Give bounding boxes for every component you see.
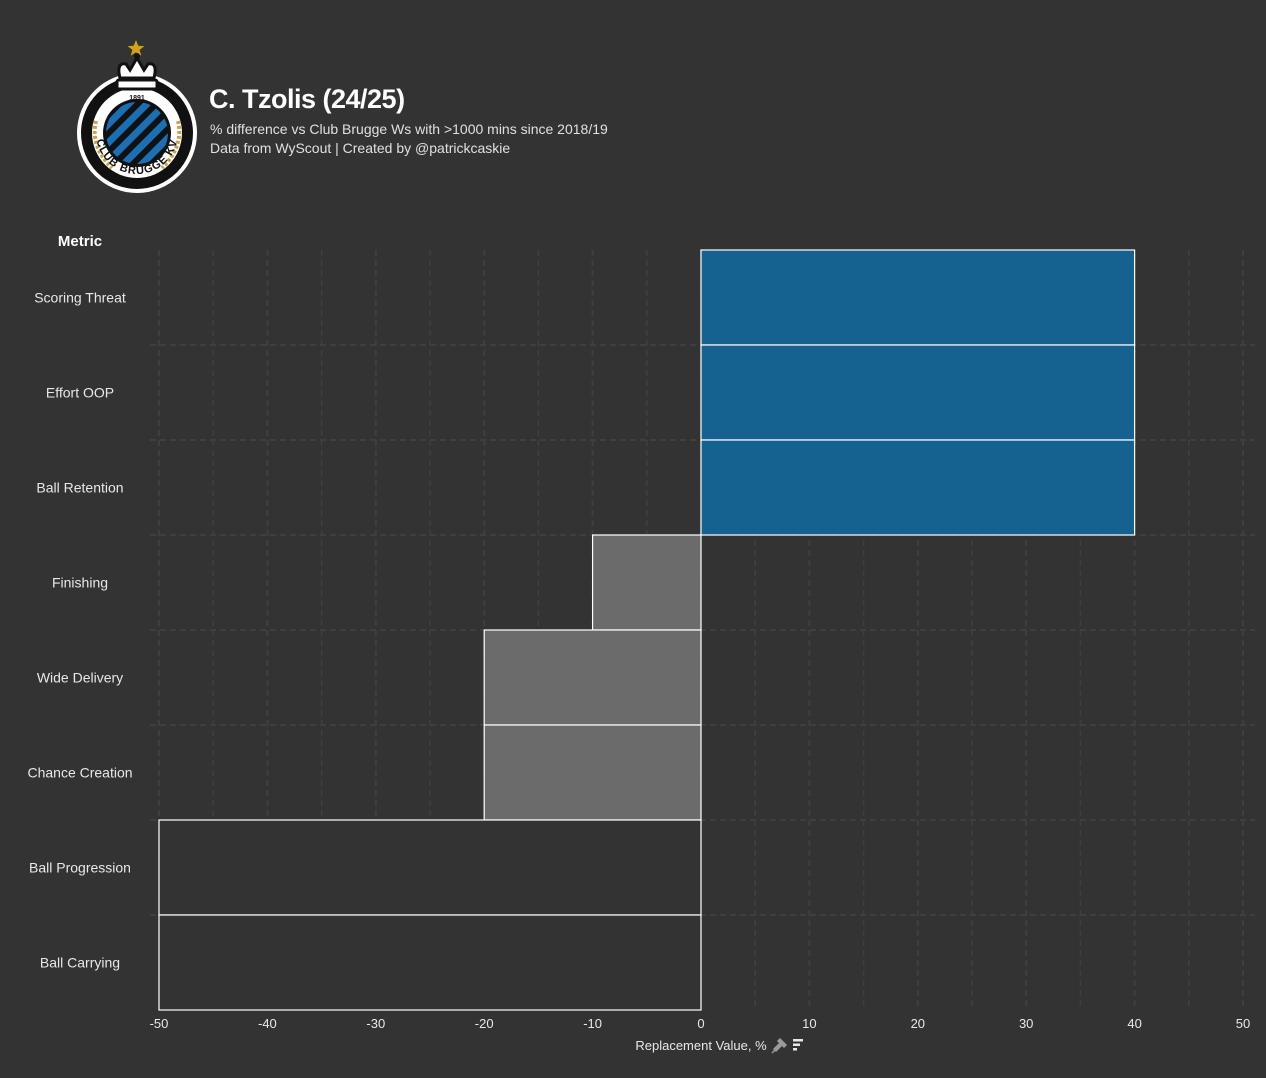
bar <box>483 724 702 821</box>
y-tick-label: Finishing <box>52 575 108 591</box>
x-tick-label: -20 <box>475 1016 494 1031</box>
sort-icon[interactable] <box>793 1039 803 1051</box>
bar <box>591 534 702 631</box>
y-tick-label: Chance Creation <box>27 765 132 781</box>
bar <box>158 914 702 1011</box>
y-tick-label: Ball Progression <box>29 860 131 876</box>
chart-title: C. Tzolis (24/25) <box>209 84 405 114</box>
x-tick-label: 0 <box>697 1016 704 1031</box>
x-tick-label: -40 <box>258 1016 277 1031</box>
chart-header: 1891 CLUB BRUGGE KV C. Tzolis (24/25) % … <box>0 0 1266 210</box>
chart-subtitle: % difference vs Club Brugge Ws with >100… <box>210 121 608 137</box>
x-tick-label: 40 <box>1127 1016 1141 1031</box>
x-tick-label: -30 <box>366 1016 385 1031</box>
x-tick-label: 30 <box>1019 1016 1033 1031</box>
y-axis-label: Metric <box>58 233 102 250</box>
y-tick-label: Scoring Threat <box>34 290 126 306</box>
y-tick-label: Ball Retention <box>36 480 123 496</box>
y-tick-label: Wide Delivery <box>37 670 123 686</box>
x-tick-label: 20 <box>911 1016 925 1031</box>
x-axis-label: Replacement Value, % <box>635 1038 767 1053</box>
x-tick-label: -50 <box>150 1016 169 1031</box>
bar <box>158 819 702 916</box>
svg-text:1891: 1891 <box>129 95 145 102</box>
x-tick-label: 10 <box>802 1016 816 1031</box>
bar <box>700 249 1136 346</box>
bar <box>700 439 1136 536</box>
club-brugge-crest-icon: 1891 CLUB BRUGGE KV <box>72 36 202 203</box>
x-tick-label: 50 <box>1236 1016 1250 1031</box>
bar <box>700 344 1136 441</box>
bar-chart: Scoring Threat Effort OOP Ball Retention Fi… <box>27 233 1255 1054</box>
y-tick-label: Ball Carrying <box>40 955 120 971</box>
star-icon <box>127 40 145 56</box>
x-tick-label: -10 <box>583 1016 602 1031</box>
y-tick-label: Effort OOP <box>46 385 114 401</box>
bars <box>158 249 1136 1011</box>
pin-icon[interactable] <box>771 1037 788 1054</box>
bar <box>483 629 702 726</box>
y-tick-labels: Scoring Threat Effort OOP Ball Retention Fi… <box>27 290 132 971</box>
chart-credits: Data from WyScout | Created by @patrickc… <box>210 140 511 156</box>
x-tick-labels: -50 -40 -30 -20 -10 0 10 20 30 40 50 <box>150 1016 1251 1031</box>
